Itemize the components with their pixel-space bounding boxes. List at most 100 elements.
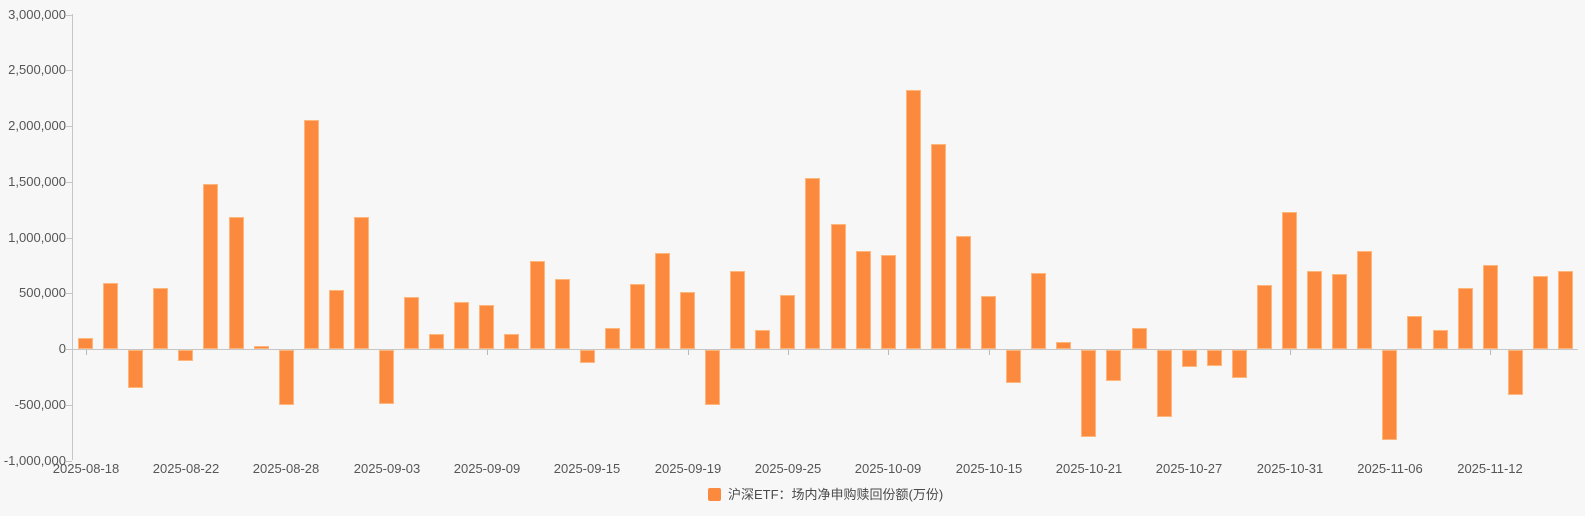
bar[interactable] <box>1006 350 1021 383</box>
x-axis-label: 2025-09-09 <box>453 461 521 476</box>
y-axis-tick <box>66 293 72 294</box>
x-axis-label: 2025-08-18 <box>52 461 120 476</box>
bar[interactable] <box>1257 285 1272 349</box>
x-axis-zero-line <box>73 349 1578 350</box>
bar[interactable] <box>1031 273 1046 349</box>
bar[interactable] <box>379 350 394 404</box>
bar[interactable] <box>153 288 168 349</box>
bar[interactable] <box>956 236 971 349</box>
y-axis-label: -500,000 <box>14 397 66 412</box>
bar[interactable] <box>605 328 620 349</box>
bar[interactable] <box>831 224 846 349</box>
x-axis-label: 2025-10-15 <box>955 461 1023 476</box>
y-axis-label: 2,500,000 <box>8 62 66 77</box>
bar[interactable] <box>103 283 118 349</box>
bar[interactable] <box>730 271 745 349</box>
bar[interactable] <box>429 334 444 349</box>
y-axis-tick <box>66 70 72 71</box>
bar[interactable] <box>580 350 595 363</box>
bar[interactable] <box>1407 316 1422 349</box>
bar[interactable] <box>1106 350 1121 381</box>
bar[interactable] <box>1458 288 1473 349</box>
bar[interactable] <box>329 290 344 349</box>
bar[interactable] <box>203 184 218 349</box>
bar[interactable] <box>530 261 545 349</box>
bar[interactable] <box>931 144 946 349</box>
bar[interactable] <box>279 350 294 405</box>
bar[interactable] <box>1132 328 1147 349</box>
x-axis-label: 2025-11-12 <box>1457 461 1523 476</box>
bar[interactable] <box>705 350 720 405</box>
x-axis-tick <box>989 350 990 355</box>
legend-label: 沪深ETF：场内净申购赎回份额(万份) <box>728 487 944 502</box>
x-axis-label: 2025-09-15 <box>553 461 621 476</box>
x-axis-tick <box>487 350 488 355</box>
bar[interactable] <box>1157 350 1172 417</box>
bar[interactable] <box>1207 350 1222 366</box>
bar[interactable] <box>1232 350 1247 378</box>
bar[interactable] <box>1508 350 1523 395</box>
y-axis-tick <box>66 15 72 16</box>
bar[interactable] <box>555 279 570 349</box>
bar[interactable] <box>1483 265 1498 349</box>
bar[interactable] <box>304 120 319 349</box>
x-axis-tick <box>888 350 889 355</box>
bar[interactable] <box>680 292 695 349</box>
y-axis-tick <box>66 461 72 462</box>
x-axis-label: 2025-09-19 <box>654 461 722 476</box>
bar[interactable] <box>229 217 244 349</box>
x-axis-tick <box>86 350 87 355</box>
bar[interactable] <box>805 178 820 349</box>
bar[interactable] <box>78 338 93 349</box>
y-axis-label: 3,000,000 <box>8 7 66 22</box>
x-axis-label: 2025-10-27 <box>1155 461 1223 476</box>
bar[interactable] <box>630 284 645 349</box>
y-axis-label: -1,000,000 <box>3 453 66 468</box>
bar[interactable] <box>906 90 921 349</box>
bar[interactable] <box>454 302 469 349</box>
legend-swatch-icon <box>708 488 721 501</box>
bar[interactable] <box>1307 271 1322 349</box>
bar[interactable] <box>178 350 193 361</box>
x-axis-tick <box>788 350 789 355</box>
x-axis-label: 2025-09-25 <box>754 461 822 476</box>
bar[interactable] <box>404 297 419 349</box>
y-axis-tick <box>66 349 72 350</box>
bar[interactable] <box>1081 350 1096 437</box>
bar[interactable] <box>856 251 871 349</box>
x-axis-label: 2025-10-09 <box>854 461 922 476</box>
bar[interactable] <box>1433 330 1448 349</box>
x-axis-label: 2025-10-21 <box>1055 461 1123 476</box>
bar[interactable] <box>1357 251 1372 349</box>
bar[interactable] <box>128 350 143 388</box>
bar[interactable] <box>780 295 795 349</box>
bar[interactable] <box>1382 350 1397 440</box>
y-axis-label: 1,000,000 <box>8 230 66 245</box>
legend-item[interactable]: 沪深ETF：场内净申购赎回份额(万份) <box>708 487 943 502</box>
x-axis-label: 2025-09-03 <box>353 461 421 476</box>
bar[interactable] <box>655 253 670 349</box>
x-axis-label: 2025-10-31 <box>1256 461 1324 476</box>
bar[interactable] <box>1282 212 1297 349</box>
y-axis-label: 0 <box>58 341 66 356</box>
bar[interactable] <box>755 330 770 349</box>
x-axis-tick <box>1290 350 1291 355</box>
y-axis-tick <box>66 182 72 183</box>
bar[interactable] <box>354 217 369 349</box>
bar[interactable] <box>1533 276 1548 349</box>
bar[interactable] <box>1558 271 1573 349</box>
bar[interactable] <box>254 346 269 349</box>
x-axis-tick <box>688 350 689 355</box>
y-axis-tick <box>66 238 72 239</box>
bar[interactable] <box>1182 350 1197 367</box>
bar[interactable] <box>981 296 996 349</box>
bar[interactable] <box>1056 342 1071 349</box>
bar[interactable] <box>479 305 494 349</box>
y-axis-label: 500,000 <box>19 285 66 300</box>
bar[interactable] <box>504 334 519 349</box>
y-axis-tick <box>66 405 72 406</box>
bar[interactable] <box>1332 274 1347 349</box>
bar[interactable] <box>881 255 896 349</box>
x-axis-label: 2025-11-06 <box>1357 461 1423 476</box>
